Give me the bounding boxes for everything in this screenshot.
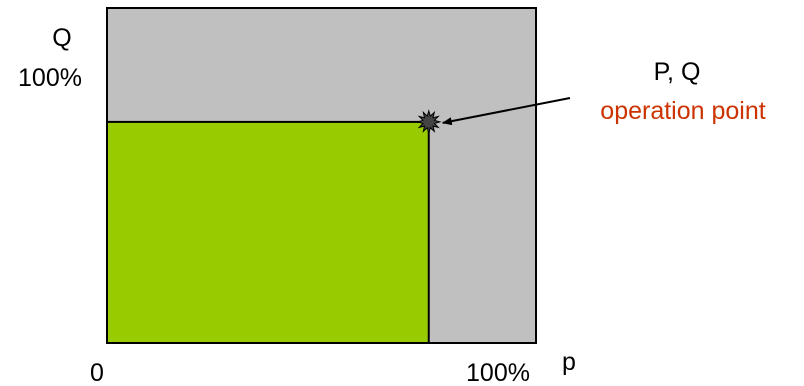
p-axis-label: p bbox=[562, 348, 576, 376]
p-max-label: 100% bbox=[466, 359, 530, 386]
operating-region bbox=[106, 120, 430, 345]
origin-label: 0 bbox=[90, 359, 104, 386]
operation-point-marker bbox=[416, 109, 442, 135]
q-max-label: 100% bbox=[18, 64, 82, 92]
point-label: P, Q bbox=[654, 58, 701, 86]
operation-point-arrow bbox=[441, 97, 571, 126]
q-axis-label: Q bbox=[52, 24, 71, 52]
operation-point-caption: operation point bbox=[600, 97, 765, 125]
